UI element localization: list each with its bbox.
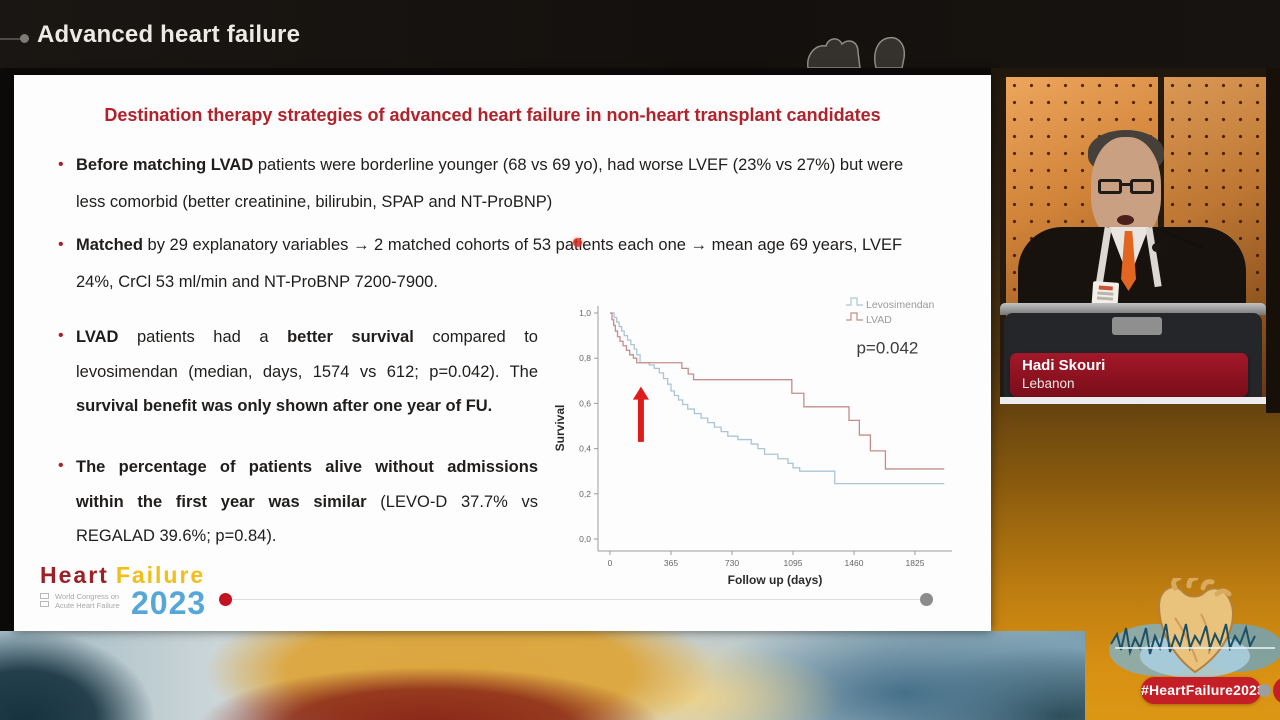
header-decoration-line [0,38,22,40]
heart-failure-2023-logo: Heart Failure World Congress on Acute Hea… [40,562,240,621]
logo-word-heart: Heart [40,562,109,588]
hashtag-gray-dot [1258,684,1271,697]
bullet-marker: • [58,156,64,173]
hashtag-red-circle [1273,677,1280,704]
slide-progress-line [226,599,927,600]
hashtag-badge: #HeartFailure2023 [1141,677,1265,704]
svg-text:365: 365 [664,558,678,568]
svg-text:1,0: 1,0 [579,308,591,318]
svg-text:Survival: Survival [554,405,567,452]
microphone-icon [1152,243,1161,252]
speaker-mouth [1117,215,1134,225]
svg-text:p=0.042: p=0.042 [856,339,918,358]
speaker-name: Hadi Skouri [1022,357,1106,374]
header-decoration-dot [20,34,29,43]
speaker-nameplate: Hadi Skouri Lebanon [1010,353,1248,397]
progress-start-dot [219,593,232,606]
bullet-marker: • [58,327,64,344]
podium-edge [1000,303,1266,315]
progress-end-dot [920,593,933,606]
logo-glyph-icon [40,593,53,609]
bullet-matched: • Matched by 29 explanatory variables → … [58,227,904,301]
header-bar: Advanced heart failure [0,0,1280,68]
speaker-glasses [1098,179,1154,195]
monitor-mount [1112,317,1162,335]
logo-congress-subtitle: World Congress on Acute Heart Failure [55,592,120,610]
presentation-slide: Destination therapy strategies of advanc… [14,75,991,631]
bullet-marker: • [58,236,64,253]
svg-text:0,0: 0,0 [579,534,591,544]
kaplan-meier-survival-chart: 0,0 0,2 0,4 0,6 0,8 1,0 0 365 730 1095 1460 1825 Fol… [553,288,959,588]
svg-text:Follow up (days): Follow up (days) [728,573,823,587]
bullet-marker: • [58,457,64,474]
speaker-country: Lebanon [1022,376,1075,391]
bullet-before-matching: • Before matching LVAD patients were bor… [58,147,904,221]
stage-backdrop-edge [1266,68,1280,413]
svg-text:0: 0 [608,558,613,568]
svg-text:Levosimendan: Levosimendan [866,299,934,311]
svg-text:0,8: 0,8 [579,353,591,363]
logo-word-failure: Failure [115,562,206,588]
session-title: Advanced heart failure [37,21,301,48]
watercolor-artwork-strip [0,631,1085,720]
bullet-survival: • LVAD patients had a better survival co… [58,320,538,424]
svg-text:1095: 1095 [784,558,803,568]
svg-text:LVAD: LVAD [866,314,892,326]
svg-text:0,6: 0,6 [579,398,591,408]
svg-text:0,4: 0,4 [579,444,591,454]
speaker-tie [1121,231,1136,291]
laser-pointer-dot [573,238,582,247]
bullet-admissions: • The percentage of patients alive witho… [58,450,538,554]
svg-text:1460: 1460 [845,558,864,568]
speaker-video-feed: Hadi Skouri Lebanon [1000,77,1266,404]
svg-text:0,2: 0,2 [579,489,591,499]
heart-artwork [1109,578,1280,678]
svg-text:1825: 1825 [906,558,925,568]
svg-text:730: 730 [725,558,739,568]
heart-silhouette-icon [807,36,906,68]
slide-title: Destination therapy strategies of advanc… [104,105,881,125]
logo-year: 2023 [131,585,207,621]
